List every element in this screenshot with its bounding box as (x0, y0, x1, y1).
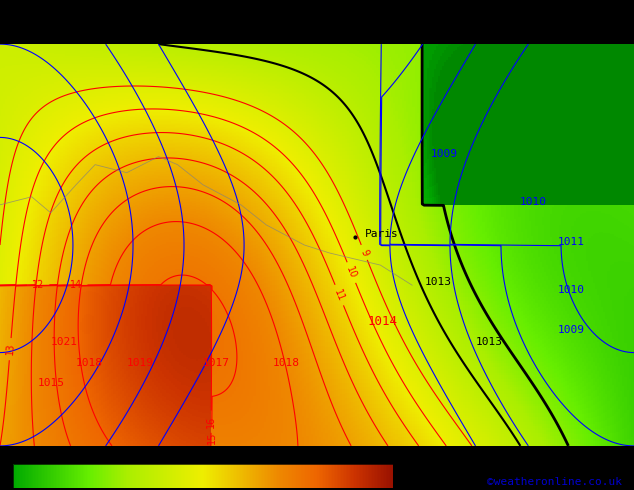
Text: 1015: 1015 (38, 378, 65, 388)
Text: 1018: 1018 (273, 358, 300, 368)
Text: 1018: 1018 (76, 358, 103, 368)
Text: 1013: 1013 (425, 277, 452, 287)
Text: 1011: 1011 (558, 237, 585, 247)
Text: 15: 15 (207, 432, 217, 444)
Text: 9: 9 (358, 247, 370, 257)
Text: 16: 16 (206, 416, 216, 428)
Text: Paris: Paris (365, 229, 398, 239)
Text: 1009: 1009 (431, 148, 458, 159)
Text: ©weatheronline.co.uk: ©weatheronline.co.uk (487, 477, 622, 487)
Text: Surface pressure Spread mean+σ [hPa] ECMWF    Fr 31-05-2024 00:00 UTC (06+138): Surface pressure Spread mean+σ [hPa] ECM… (6, 448, 494, 458)
Text: 11: 11 (332, 288, 346, 303)
Text: 14: 14 (70, 280, 82, 290)
Text: 1019: 1019 (127, 358, 154, 368)
Text: 1010: 1010 (558, 285, 585, 295)
Text: 1017: 1017 (203, 358, 230, 368)
Text: 10: 10 (344, 265, 358, 280)
Text: 1013: 1013 (476, 338, 503, 347)
Text: 1010: 1010 (520, 197, 547, 207)
Text: 12: 12 (32, 280, 44, 290)
Text: 1009: 1009 (558, 325, 585, 335)
Text: 1021: 1021 (51, 338, 78, 347)
Text: 13: 13 (4, 343, 16, 356)
Text: 1014: 1014 (368, 316, 398, 328)
